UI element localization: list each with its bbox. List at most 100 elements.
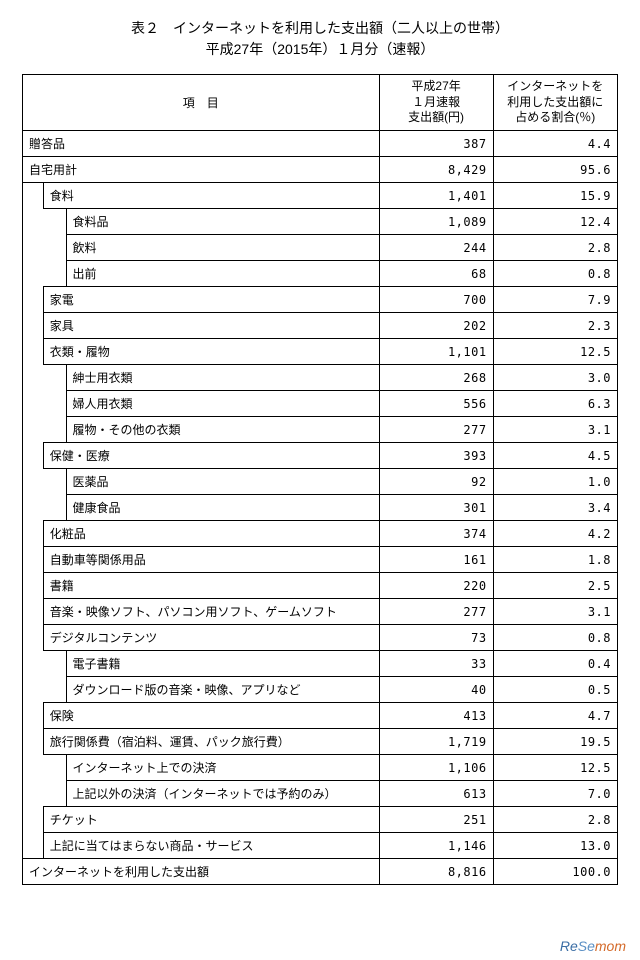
row-label: ダウンロード版の音楽・映像、アプリなど [66, 677, 379, 703]
row-label: 家具 [43, 313, 379, 339]
row-label: 上記に当てはまらない商品・サービス [43, 833, 379, 859]
table-row: 家電7007.9 [23, 287, 618, 313]
row-label: 家電 [43, 287, 379, 313]
row-percent: 19.5 [493, 729, 617, 755]
table-row: デジタルコンテンツ730.8 [23, 625, 618, 651]
table-row: 保険4134.7 [23, 703, 618, 729]
table-row: ダウンロード版の音楽・映像、アプリなど400.5 [23, 677, 618, 703]
table-row: 書籍2202.5 [23, 573, 618, 599]
table-row: 家具2022.3 [23, 313, 618, 339]
table-row: 健康食品3013.4 [23, 495, 618, 521]
row-amount: 393 [379, 443, 493, 469]
expenditure-table: 項 目 平成27年 １月速報 支出額(円) インターネットを 利用した支出額に … [22, 74, 618, 885]
row-percent: 4.4 [493, 131, 617, 157]
row-label: 履物・その他の衣類 [66, 417, 379, 443]
row-label: 化粧品 [43, 521, 379, 547]
row-amount: 277 [379, 417, 493, 443]
row-label: 紳士用衣類 [66, 365, 379, 391]
row-label: 自動車等関係用品 [43, 547, 379, 573]
table-row: 保健・医療3934.5 [23, 443, 618, 469]
row-percent: 13.0 [493, 833, 617, 859]
table-row: インターネットを利用した支出額8,816100.0 [23, 859, 618, 885]
row-amount: 220 [379, 573, 493, 599]
row-percent: 3.1 [493, 599, 617, 625]
row-amount: 92 [379, 469, 493, 495]
watermark-part3: mom [595, 938, 626, 954]
row-amount: 244 [379, 235, 493, 261]
title-line1: 表２ インターネットを利用した支出額（二人以上の世帯） [22, 18, 618, 39]
row-amount: 8,429 [379, 157, 493, 183]
row-percent: 3.0 [493, 365, 617, 391]
row-amount: 1,089 [379, 209, 493, 235]
header-percent: インターネットを 利用した支出額に 占める割合(％) [493, 75, 617, 131]
table-row: 化粧品3744.2 [23, 521, 618, 547]
table-row: 上記に当てはまらない商品・サービス1,14613.0 [23, 833, 618, 859]
row-percent: 12.5 [493, 755, 617, 781]
row-amount: 40 [379, 677, 493, 703]
table-row: 食料品1,08912.4 [23, 209, 618, 235]
row-label: 贈答品 [23, 131, 380, 157]
row-label: 電子書籍 [66, 651, 379, 677]
table-row: 飲料2442.8 [23, 235, 618, 261]
table-row: 音楽・映像ソフト、パソコン用ソフト、ゲームソフト2773.1 [23, 599, 618, 625]
row-amount: 73 [379, 625, 493, 651]
row-amount: 33 [379, 651, 493, 677]
row-amount: 700 [379, 287, 493, 313]
row-amount: 1,106 [379, 755, 493, 781]
row-label: 医薬品 [66, 469, 379, 495]
table-row: 医薬品921.0 [23, 469, 618, 495]
row-amount: 8,816 [379, 859, 493, 885]
table-row: 紳士用衣類2683.0 [23, 365, 618, 391]
row-percent: 2.8 [493, 807, 617, 833]
row-percent: 1.8 [493, 547, 617, 573]
table-row: 贈答品3874.4 [23, 131, 618, 157]
table-row: 食料1,40115.9 [23, 183, 618, 209]
header-amount: 平成27年 １月速報 支出額(円) [379, 75, 493, 131]
header-item: 項 目 [23, 75, 380, 131]
row-label: チケット [43, 807, 379, 833]
row-percent: 7.9 [493, 287, 617, 313]
table-row: インターネット上での決済1,10612.5 [23, 755, 618, 781]
row-label: 保険 [43, 703, 379, 729]
row-percent: 3.4 [493, 495, 617, 521]
row-amount: 1,101 [379, 339, 493, 365]
table-row: 婦人用衣類5566.3 [23, 391, 618, 417]
row-label: 飲料 [66, 235, 379, 261]
row-amount: 413 [379, 703, 493, 729]
table-title: 表２ インターネットを利用した支出額（二人以上の世帯） 平成27年（2015年）… [22, 18, 618, 60]
row-amount: 556 [379, 391, 493, 417]
row-label: 自宅用計 [23, 157, 380, 183]
row-percent: 2.5 [493, 573, 617, 599]
row-percent: 100.0 [493, 859, 617, 885]
watermark-part2: Se [578, 938, 595, 954]
row-label: 出前 [66, 261, 379, 287]
table-row: チケット2512.8 [23, 807, 618, 833]
row-percent: 4.5 [493, 443, 617, 469]
header-row: 項 目 平成27年 １月速報 支出額(円) インターネットを 利用した支出額に … [23, 75, 618, 131]
row-amount: 387 [379, 131, 493, 157]
table-row: 自宅用計8,42995.6 [23, 157, 618, 183]
row-amount: 374 [379, 521, 493, 547]
row-label: 食料品 [66, 209, 379, 235]
row-amount: 1,146 [379, 833, 493, 859]
row-percent: 0.8 [493, 625, 617, 651]
row-label: 上記以外の決済（インターネットでは予約のみ） [66, 781, 379, 807]
row-percent: 2.3 [493, 313, 617, 339]
row-label: インターネット上での決済 [66, 755, 379, 781]
row-percent: 15.9 [493, 183, 617, 209]
row-percent: 12.4 [493, 209, 617, 235]
row-label: 書籍 [43, 573, 379, 599]
row-amount: 251 [379, 807, 493, 833]
row-percent: 0.8 [493, 261, 617, 287]
table-row: 旅行関係費（宿泊料、運賃、パック旅行費）1,71919.5 [23, 729, 618, 755]
watermark-logo: ReSemom [560, 938, 626, 954]
table-body: 贈答品3874.4自宅用計8,42995.6食料1,40115.9食料品1,08… [23, 131, 618, 885]
table-row: 上記以外の決済（インターネットでは予約のみ）6137.0 [23, 781, 618, 807]
row-amount: 613 [379, 781, 493, 807]
row-percent: 2.8 [493, 235, 617, 261]
row-amount: 202 [379, 313, 493, 339]
row-label: インターネットを利用した支出額 [23, 859, 380, 885]
row-label: 食料 [43, 183, 379, 209]
row-percent: 4.2 [493, 521, 617, 547]
row-amount: 1,719 [379, 729, 493, 755]
